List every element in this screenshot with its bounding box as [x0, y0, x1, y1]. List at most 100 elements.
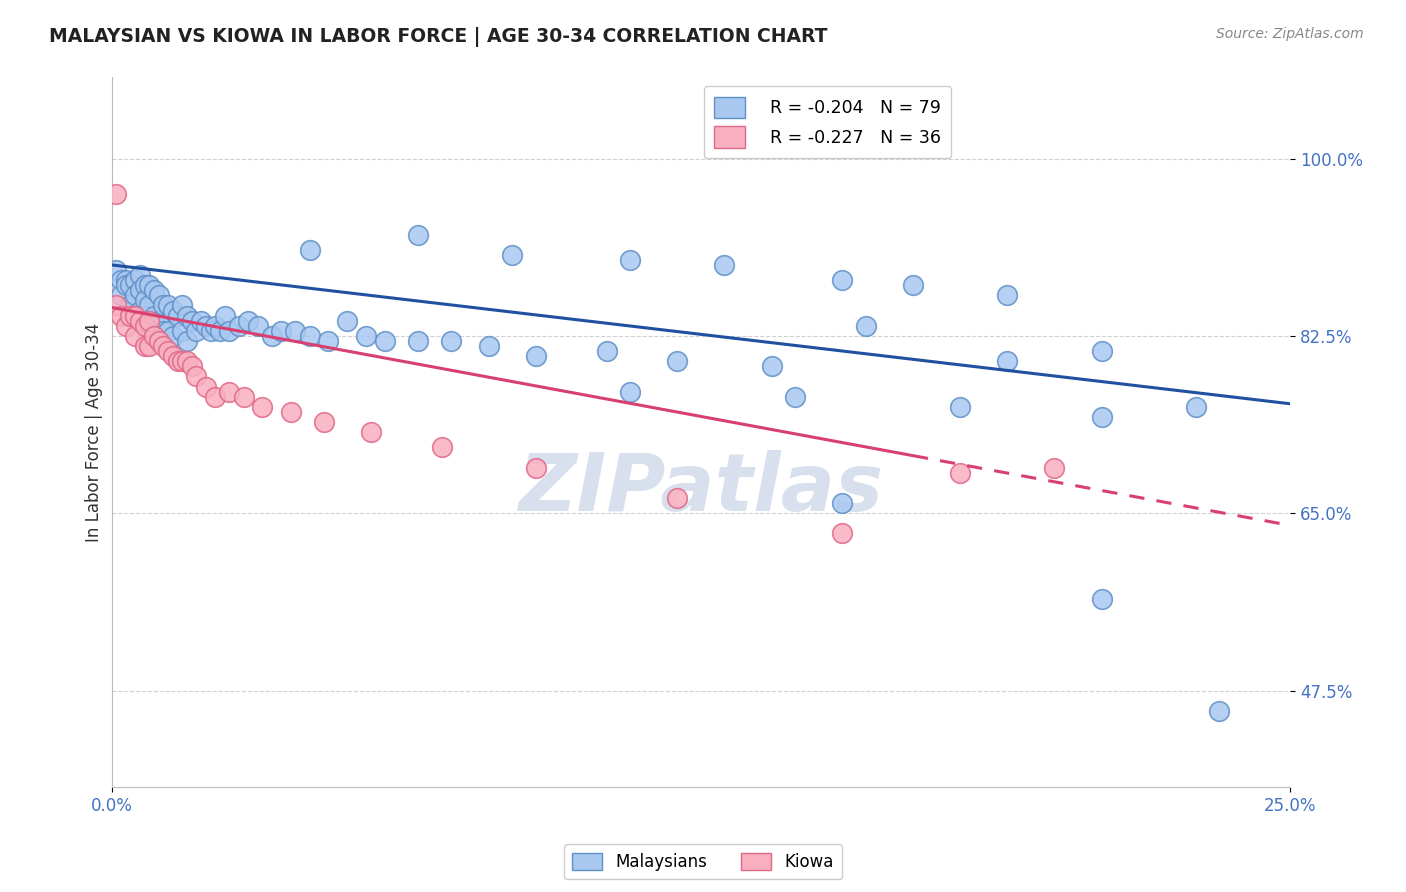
Point: [785, 390, 807, 404]
Point: [152, 298, 174, 312]
Point: [114, 278, 136, 293]
Point: [134, 293, 156, 308]
Point: [318, 334, 340, 348]
Point: [148, 313, 170, 327]
Point: [713, 258, 735, 272]
Point: [194, 379, 217, 393]
Point: [280, 405, 302, 419]
Point: [152, 324, 174, 338]
Point: [761, 359, 783, 374]
Point: [129, 313, 152, 327]
Point: [1090, 344, 1112, 359]
Point: [186, 369, 208, 384]
Point: [105, 298, 128, 312]
Point: [1208, 704, 1230, 718]
Point: [595, 344, 617, 359]
Point: [143, 329, 166, 343]
Point: [1043, 460, 1066, 475]
Point: [232, 390, 254, 404]
Point: [831, 273, 853, 287]
Point: [166, 354, 188, 368]
Point: [855, 318, 877, 333]
Point: [138, 298, 160, 312]
Point: [105, 263, 128, 277]
Point: [995, 354, 1018, 368]
Point: [831, 496, 853, 510]
Point: [406, 334, 429, 348]
Point: [134, 278, 156, 293]
Point: [190, 313, 212, 327]
Point: [666, 354, 689, 368]
Point: [204, 390, 226, 404]
Point: [1090, 592, 1112, 607]
Point: [204, 318, 226, 333]
Point: [176, 309, 198, 323]
Point: [134, 339, 156, 353]
Point: [284, 324, 307, 338]
Point: [214, 309, 236, 323]
Point: [148, 288, 170, 302]
Point: [176, 334, 198, 348]
Point: [260, 329, 283, 343]
Point: [134, 318, 156, 333]
Point: [172, 324, 194, 338]
Point: [1185, 400, 1208, 414]
Point: [218, 384, 240, 399]
Y-axis label: In Labor Force | Age 30-34: In Labor Force | Age 30-34: [86, 323, 103, 541]
Point: [360, 425, 382, 439]
Point: [619, 252, 641, 267]
Point: [166, 309, 188, 323]
Point: [172, 298, 194, 312]
Text: ZIPatlas: ZIPatlas: [519, 450, 883, 528]
Point: [110, 309, 132, 323]
Point: [901, 278, 924, 293]
Point: [138, 318, 160, 333]
Point: [666, 491, 689, 505]
Point: [312, 415, 335, 429]
Point: [143, 283, 166, 297]
Point: [478, 339, 501, 353]
Point: [354, 329, 377, 343]
Text: Source: ZipAtlas.com: Source: ZipAtlas.com: [1216, 27, 1364, 41]
Point: [143, 309, 166, 323]
Point: [238, 313, 260, 327]
Point: [246, 318, 269, 333]
Point: [831, 526, 853, 541]
Point: [134, 309, 156, 323]
Point: [252, 400, 274, 414]
Point: [162, 303, 184, 318]
Text: MALAYSIAN VS KIOWA IN LABOR FORCE | AGE 30-34 CORRELATION CHART: MALAYSIAN VS KIOWA IN LABOR FORCE | AGE …: [49, 27, 828, 46]
Point: [162, 329, 184, 343]
Point: [162, 349, 184, 363]
Point: [200, 324, 222, 338]
Point: [120, 298, 142, 312]
Point: [124, 329, 146, 343]
Point: [114, 318, 136, 333]
Point: [110, 288, 132, 302]
Point: [298, 243, 321, 257]
Point: [949, 466, 972, 480]
Point: [138, 278, 160, 293]
Point: [129, 303, 152, 318]
Point: [406, 227, 429, 242]
Point: [180, 313, 202, 327]
Legend:   R = -0.204   N = 79,   R = -0.227   N = 36: R = -0.204 N = 79, R = -0.227 N = 36: [703, 87, 952, 158]
Point: [152, 339, 174, 353]
Point: [995, 288, 1018, 302]
Point: [186, 324, 208, 338]
Point: [176, 354, 198, 368]
Point: [298, 329, 321, 343]
Point: [129, 283, 152, 297]
Point: [124, 309, 146, 323]
Point: [114, 273, 136, 287]
Point: [138, 313, 160, 327]
Point: [172, 354, 194, 368]
Point: [336, 313, 359, 327]
Point: [124, 273, 146, 287]
Point: [1090, 409, 1112, 424]
Point: [157, 298, 180, 312]
Point: [157, 324, 180, 338]
Point: [218, 324, 240, 338]
Point: [374, 334, 396, 348]
Point: [105, 186, 128, 201]
